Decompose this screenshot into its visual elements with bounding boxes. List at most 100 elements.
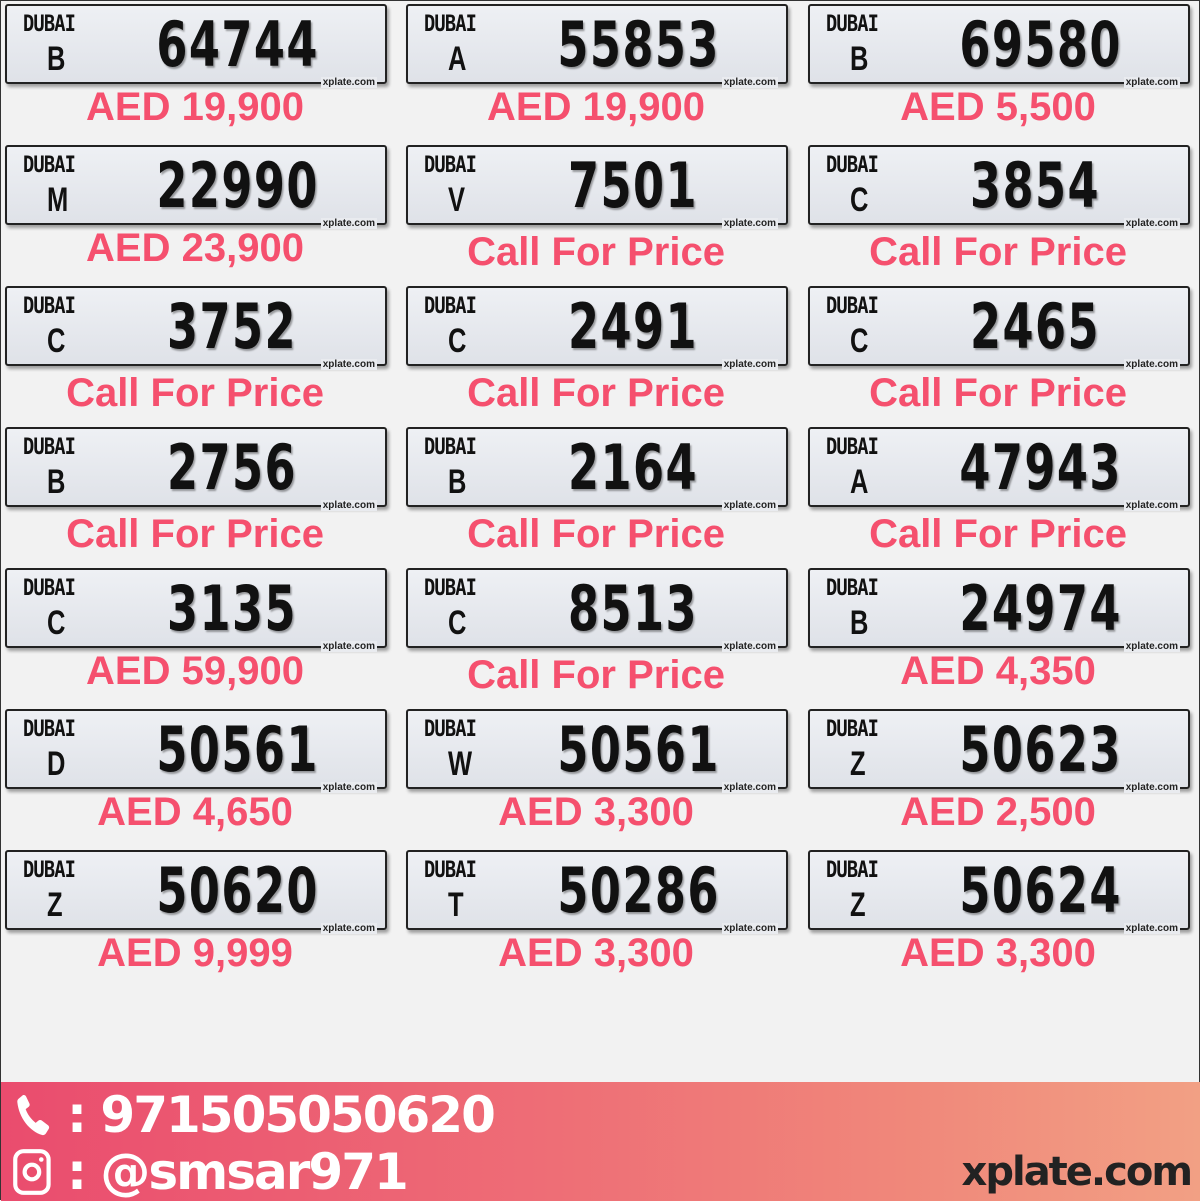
license-plate[interactable]: DUBAI C 3854 xplate.com — [808, 145, 1190, 229]
plate-number: 69580 — [959, 8, 1122, 81]
emirate-label: DUBAI — [826, 576, 879, 601]
plate-listing[interactable]: DUBAI B 64744 xplate.com AED 19,900 — [1, 1, 389, 142]
phone-number[interactable]: : 971505050620 — [67, 1086, 496, 1144]
license-plate[interactable]: DUBAI C 8513 xplate.com — [406, 568, 788, 652]
plate-listing[interactable]: DUBAI V 7501 xplate.com Call For Price — [402, 142, 790, 283]
plate-number: 24974 — [959, 572, 1122, 645]
plate-code: A — [448, 40, 467, 78]
plate-number: 2491 — [567, 290, 699, 363]
phone-line[interactable]: : 971505050620 — [9, 1086, 496, 1144]
license-plate[interactable]: DUBAI C 2465 xplate.com — [808, 286, 1190, 370]
plate-number: 50624 — [959, 854, 1122, 927]
plate-code: B — [850, 604, 869, 642]
plate-number: 3854 — [969, 149, 1101, 222]
emirate-label: DUBAI — [424, 153, 477, 178]
plate-number: 50620 — [156, 854, 319, 927]
instagram-icon — [13, 1149, 51, 1195]
license-plate[interactable]: DUBAI C 3752 xplate.com — [5, 286, 387, 370]
plate-listing[interactable]: DUBAI B 2756 xplate.com Call For Price — [1, 424, 389, 565]
plate-listing[interactable]: DUBAI Z 50624 xplate.com AED 3,300 — [804, 847, 1192, 988]
emirate-label: DUBAI — [23, 153, 76, 178]
license-plate[interactable]: DUBAI Z 50624 xplate.com — [808, 850, 1190, 934]
plate-listing[interactable]: DUBAI Z 50620 xplate.com AED 9,999 — [1, 847, 389, 988]
brand-logo-text: xplate.com — [961, 1149, 1193, 1195]
license-plate[interactable]: DUBAI D 50561 xplate.com — [5, 709, 387, 793]
plate-price: Call For Price — [467, 512, 725, 556]
plate-price: AED 23,900 — [86, 226, 304, 270]
license-plate[interactable]: DUBAI Z 50620 xplate.com — [5, 850, 387, 934]
plate-price: AED 5,500 — [900, 85, 1096, 129]
plate-listing[interactable]: DUBAI C 2465 xplate.com Call For Price — [804, 283, 1192, 424]
plate-listing[interactable]: DUBAI W 50561 xplate.com AED 3,300 — [402, 706, 790, 847]
plate-watermark: xplate.com — [1123, 782, 1180, 793]
plate-code: C — [47, 322, 66, 360]
license-plate[interactable]: DUBAI A 47943 xplate.com — [808, 427, 1190, 511]
plate-listing[interactable]: DUBAI D 50561 xplate.com AED 4,650 — [1, 706, 389, 847]
license-plate[interactable]: DUBAI C 3135 xplate.com — [5, 568, 387, 652]
emirate-label: DUBAI — [424, 858, 477, 883]
plate-listing[interactable]: DUBAI T 50286 xplate.com AED 3,300 — [402, 847, 790, 988]
plate-watermark: xplate.com — [1123, 218, 1180, 229]
plate-code: T — [448, 886, 464, 924]
plate-price: AED 3,300 — [900, 931, 1096, 975]
license-plate[interactable]: DUBAI B 2756 xplate.com — [5, 427, 387, 511]
plate-watermark: xplate.com — [1123, 923, 1180, 934]
plate-listing-grid: DUBAI B 64744 xplate.com AED 19,900 DUBAI A 558… — [1, 1, 1200, 1076]
plate-watermark: xplate.com — [1123, 359, 1180, 370]
plate-number: 55853 — [557, 8, 720, 81]
plate-number: 50623 — [959, 713, 1122, 786]
license-plate[interactable]: DUBAI T 50286 xplate.com — [406, 850, 788, 934]
license-plate[interactable]: DUBAI C 2491 xplate.com — [406, 286, 788, 370]
license-plate[interactable]: DUBAI B 2164 xplate.com — [406, 427, 788, 511]
plate-price: Call For Price — [467, 371, 725, 415]
plate-listing[interactable]: DUBAI C 2491 xplate.com Call For Price — [402, 283, 790, 424]
license-plate[interactable]: DUBAI V 7501 xplate.com — [406, 145, 788, 229]
plate-watermark: xplate.com — [721, 923, 778, 934]
plate-listing[interactable]: DUBAI C 3752 xplate.com Call For Price — [1, 283, 389, 424]
license-plate[interactable]: DUBAI W 50561 xplate.com — [406, 709, 788, 793]
plate-price: Call For Price — [467, 653, 725, 697]
plate-watermark: xplate.com — [721, 782, 778, 793]
instagram-handle[interactable]: : @smsar971 — [67, 1143, 409, 1201]
plate-code: C — [47, 604, 66, 642]
license-plate[interactable]: DUBAI B 69580 xplate.com — [808, 4, 1190, 88]
plate-code: B — [47, 40, 66, 78]
license-plate[interactable]: DUBAI B 24974 xplate.com — [808, 568, 1190, 652]
plate-listing[interactable]: DUBAI B 69580 xplate.com AED 5,500 — [804, 1, 1192, 142]
plate-watermark: xplate.com — [721, 77, 778, 88]
plate-listing[interactable]: DUBAI A 47943 xplate.com Call For Price — [804, 424, 1192, 565]
emirate-label: DUBAI — [23, 294, 76, 319]
plate-price: AED 2,500 — [900, 790, 1096, 834]
emirate-label: DUBAI — [826, 153, 879, 178]
plate-listing[interactable]: DUBAI B 2164 xplate.com Call For Price — [402, 424, 790, 565]
phone-icon — [17, 1094, 50, 1136]
plate-price: Call For Price — [869, 512, 1127, 556]
emirate-label: DUBAI — [826, 12, 879, 37]
plate-code: C — [448, 322, 467, 360]
plate-listing[interactable]: DUBAI B 24974 xplate.com AED 4,350 — [804, 565, 1192, 706]
plate-number: 2164 — [567, 431, 699, 504]
plate-listing[interactable]: DUBAI M 22990 xplate.com AED 23,900 — [1, 142, 389, 283]
plate-code: B — [850, 40, 869, 78]
plate-code: C — [850, 181, 869, 219]
plate-listing[interactable]: DUBAI Z 50623 xplate.com AED 2,500 — [804, 706, 1192, 847]
plate-watermark: xplate.com — [721, 218, 778, 229]
plate-code: A — [850, 463, 869, 501]
license-plate[interactable]: DUBAI A 55853 xplate.com — [406, 4, 788, 88]
plate-code: Z — [47, 886, 63, 924]
plate-watermark: xplate.com — [320, 77, 377, 88]
plate-listing[interactable]: DUBAI A 55853 xplate.com AED 19,900 — [402, 1, 790, 142]
license-plate[interactable]: DUBAI Z 50623 xplate.com — [808, 709, 1190, 793]
license-plate[interactable]: DUBAI B 64744 xplate.com — [5, 4, 387, 88]
plate-listing[interactable]: DUBAI C 3854 xplate.com Call For Price — [804, 142, 1192, 283]
plate-price: AED 4,350 — [900, 649, 1096, 693]
instagram-line[interactable]: : @smsar971 — [9, 1143, 409, 1201]
emirate-label: DUBAI — [826, 858, 879, 883]
plate-price: AED 3,300 — [498, 790, 694, 834]
license-plate[interactable]: DUBAI M 22990 xplate.com — [5, 145, 387, 229]
plate-listing[interactable]: DUBAI C 3135 xplate.com AED 59,900 — [1, 565, 389, 706]
plate-listing[interactable]: DUBAI C 8513 xplate.com Call For Price — [402, 565, 790, 706]
plate-watermark: xplate.com — [320, 359, 377, 370]
emirate-label: DUBAI — [23, 858, 76, 883]
plate-code: C — [448, 604, 467, 642]
